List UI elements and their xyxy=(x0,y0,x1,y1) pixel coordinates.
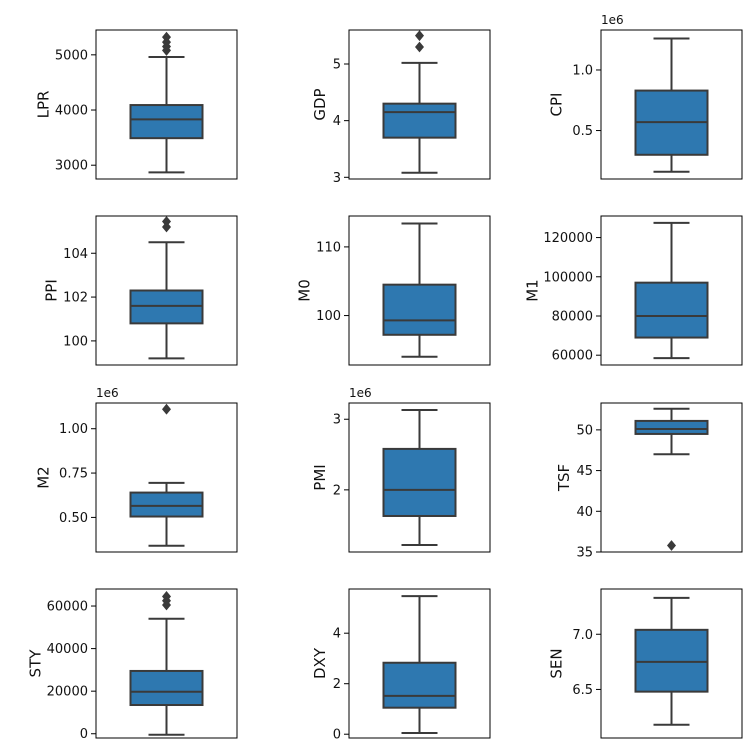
panel-m0: 100 110 M0 xyxy=(295,215,491,366)
box-iqr xyxy=(129,104,204,140)
y-axis-label: DXY xyxy=(311,647,329,679)
y-axis-label: PMI xyxy=(311,464,329,490)
axes-frame xyxy=(600,215,743,366)
y-tick-label: 1.00 xyxy=(59,422,88,437)
y-axis-label: STY xyxy=(27,649,45,678)
y-tick-label: 3 xyxy=(333,413,341,428)
y-tick-label: 2 xyxy=(333,483,341,498)
y-tick-label: 4 xyxy=(333,114,341,129)
panel-gdp: 3 4 5 GDP xyxy=(311,29,491,186)
box-iqr xyxy=(382,661,457,709)
panel-dxy: 0 2 4 DXY xyxy=(311,588,491,743)
y-tick-label: 40 xyxy=(576,505,593,520)
outlier-point xyxy=(415,30,424,42)
box-iqr xyxy=(382,283,457,336)
y-tick-label: 100000 xyxy=(543,270,593,285)
y-tick-label: 20000 xyxy=(47,685,88,700)
y-tick-label: 0.5 xyxy=(572,124,593,139)
axis-offset-label: 1e6 xyxy=(349,386,372,400)
y-axis-label: TSF xyxy=(555,464,573,492)
y-axis-label: SEN xyxy=(547,648,565,678)
axis-offset-label: 1e6 xyxy=(96,386,119,400)
box-iqr xyxy=(129,669,204,707)
box-iqr xyxy=(382,102,457,139)
outlier-point xyxy=(162,403,171,415)
panel-pmi: 2 3 PMI 1e6 xyxy=(311,386,491,553)
y-tick-label: 7.0 xyxy=(572,628,593,643)
axes-frame xyxy=(600,588,743,739)
panel-tsf: 35 40 45 50 TSF xyxy=(555,402,743,561)
outlier-point xyxy=(415,41,424,53)
y-tick-label: 2 xyxy=(333,677,341,692)
axes-frame xyxy=(95,402,238,553)
axes-frame xyxy=(95,29,238,180)
y-tick-label: 60000 xyxy=(552,349,593,364)
y-tick-label: 3 xyxy=(333,171,341,186)
box-iqr xyxy=(634,281,709,339)
box-iqr xyxy=(129,491,204,518)
y-tick-label: 35 xyxy=(576,546,593,561)
y-tick-label: 104 xyxy=(63,247,88,262)
y-tick-label: 40000 xyxy=(47,642,88,657)
axes-frame xyxy=(348,29,491,180)
box-iqr xyxy=(634,419,709,435)
y-tick-label: 100 xyxy=(316,309,341,324)
y-axis-label: M1 xyxy=(524,279,542,302)
y-tick-label: 100 xyxy=(63,334,88,349)
y-tick-label: 102 xyxy=(63,291,88,306)
panel-m1: 60000 80000 100000 120000 M1 xyxy=(524,215,743,366)
y-tick-label: 5000 xyxy=(55,48,88,63)
box-iqr xyxy=(129,289,204,325)
outlier-point xyxy=(162,31,171,43)
y-tick-label: 0.50 xyxy=(59,511,88,526)
axes-frame xyxy=(348,588,491,739)
y-tick-label: 0 xyxy=(80,727,88,742)
y-axis-label: M2 xyxy=(34,466,52,489)
axes-frame xyxy=(600,402,743,553)
y-tick-label: 0.75 xyxy=(59,467,88,482)
outlier-point xyxy=(162,221,171,233)
box-iqr xyxy=(382,447,457,517)
panel-cpi: 0.5 1.0 CPI 1e6 xyxy=(547,13,743,180)
y-tick-label: 3000 xyxy=(55,159,88,174)
axes-frame xyxy=(95,588,238,739)
axes-frame xyxy=(600,29,743,180)
panel-sen: 6.5 7.0 SEN xyxy=(547,588,743,739)
y-axis-label: LPR xyxy=(34,91,52,119)
outlier-point xyxy=(162,591,171,602)
y-axis-label: PPI xyxy=(42,279,60,302)
axes-frame xyxy=(95,215,238,366)
axes-frame xyxy=(348,402,491,553)
y-tick-label: 120000 xyxy=(543,231,593,246)
y-tick-label: 4000 xyxy=(55,104,88,119)
y-axis-label: M0 xyxy=(295,279,313,302)
y-axis-label: CPI xyxy=(547,93,565,117)
y-tick-label: 6.5 xyxy=(572,683,593,698)
panel-m2: 0.50 0.75 1.00 M2 1e6 xyxy=(34,386,238,553)
y-tick-label: 110 xyxy=(316,240,341,255)
panel-ppi: 100 102 104 PPI xyxy=(42,215,238,366)
outlier-point xyxy=(162,216,171,227)
y-axis-label: GDP xyxy=(311,88,329,120)
y-tick-label: 1.0 xyxy=(572,63,593,78)
axis-offset-label: 1e6 xyxy=(601,13,624,27)
panel-sty: 0 20000 40000 60000 STY xyxy=(27,588,238,742)
y-tick-label: 5 xyxy=(333,57,341,72)
y-tick-label: 4 xyxy=(333,627,341,642)
axes-frame xyxy=(348,215,491,366)
y-tick-label: 60000 xyxy=(47,600,88,615)
y-tick-label: 80000 xyxy=(552,309,593,324)
y-tick-label: 45 xyxy=(576,464,593,479)
y-tick-label: 0 xyxy=(333,728,341,743)
outlier-point xyxy=(667,540,676,551)
box-iqr xyxy=(634,628,709,693)
panel-lpr: 3000 4000 5000 LPR xyxy=(34,29,238,180)
y-tick-label: 50 xyxy=(576,423,593,438)
